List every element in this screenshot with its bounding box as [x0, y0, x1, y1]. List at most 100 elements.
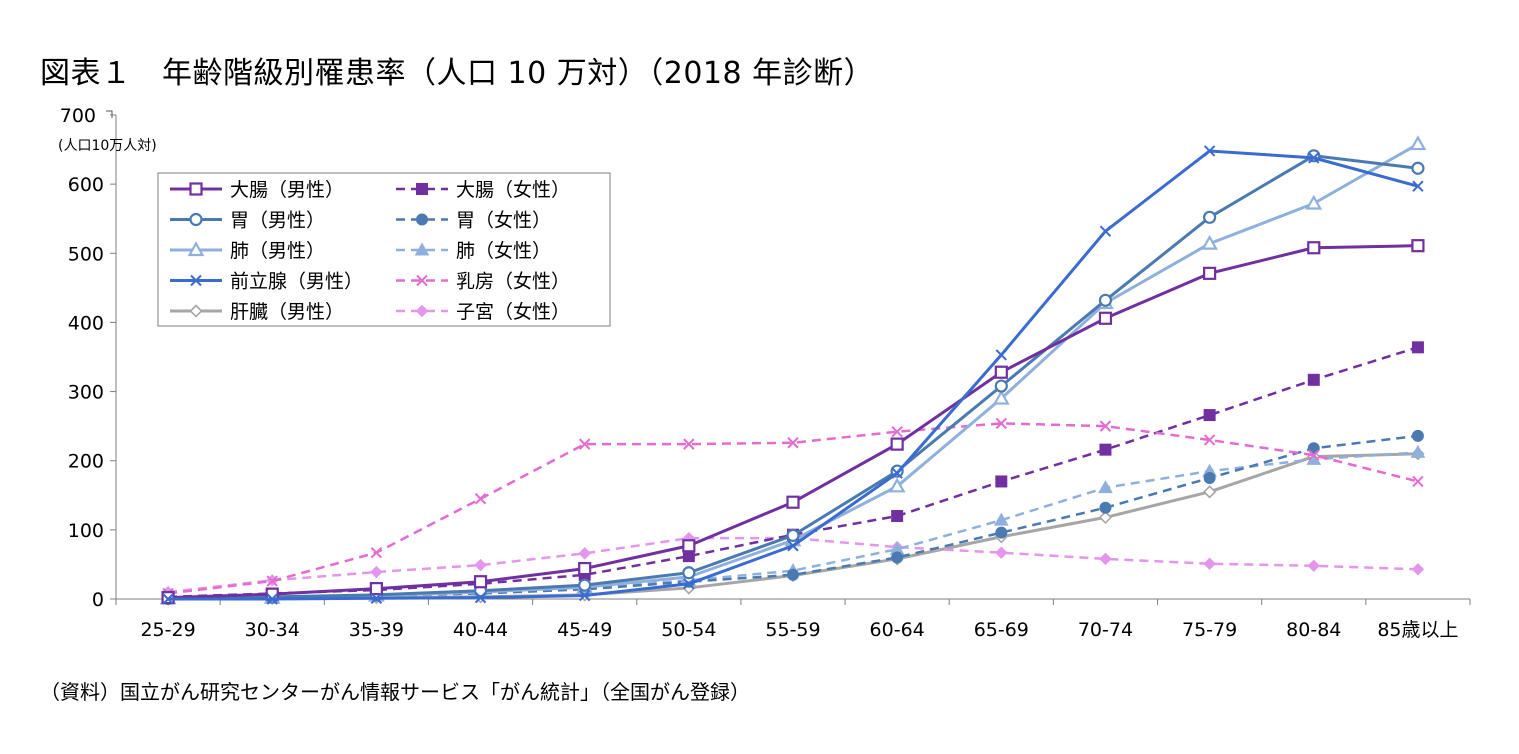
- data-point: [995, 417, 1008, 430]
- data-point: [578, 589, 591, 602]
- legend: 大腸（男性） 大腸（女性） 胃（男性） 胃（女性） 肺（男性） 肺（女性） 前立腺（男性） 乳…: [157, 172, 611, 327]
- x-tick-label: 75-79: [1182, 619, 1237, 641]
- chart-title: 図表１ 年齢階級別罹患率（人口 10 万対）（2018 年診断）: [40, 56, 875, 91]
- legend-label: 子宮（女性）: [456, 301, 570, 323]
- data-point: [1099, 225, 1112, 237]
- data-point: [682, 539, 696, 553]
- data-point: [1411, 239, 1425, 253]
- y-tick-label: 700: [60, 105, 96, 127]
- data-point: [1099, 420, 1112, 432]
- x-tick-label: 30-34: [245, 619, 300, 641]
- data-point: [266, 593, 278, 605]
- data-point: [1308, 152, 1320, 164]
- legend-label: 胃（女性）: [456, 210, 551, 232]
- data-point: [995, 349, 1008, 361]
- series-lines: [159, 135, 1427, 606]
- legend-label: 大腸（女性）: [456, 179, 570, 201]
- legend-label: 大腸（男性）: [230, 179, 344, 201]
- data-point: [1098, 293, 1113, 307]
- legend-label: 肺（男性）: [230, 240, 325, 262]
- legend-label: 胃（男性）: [230, 210, 325, 232]
- legend-swatch-marker: [415, 304, 429, 318]
- y-tick-label: 400: [68, 312, 104, 334]
- data-point: [1202, 485, 1217, 499]
- legend-entry: 前立腺（男性）: [170, 271, 363, 293]
- x-tick-label: 55-59: [765, 619, 820, 641]
- data-point: [1098, 480, 1113, 494]
- data-point: [1411, 341, 1424, 354]
- data-point: [266, 575, 278, 587]
- data-point: [1098, 311, 1113, 325]
- x-tick-label: 40-44: [453, 619, 508, 641]
- data-point: [786, 495, 800, 509]
- data-point: [682, 566, 696, 580]
- legend-entry: 大腸（男性）: [170, 179, 344, 201]
- legend-entry: 乳房（女性）: [396, 271, 570, 293]
- legend-swatch-marker: [189, 304, 203, 318]
- data-point: [162, 593, 174, 605]
- data-point: [1412, 475, 1424, 488]
- data-point: [994, 365, 1008, 379]
- legend-entry: 大腸（女性）: [396, 179, 570, 201]
- axis-corner-mark: [106, 110, 113, 118]
- series-line: [168, 346, 1419, 599]
- data-point: [1305, 194, 1323, 210]
- x-tick-label: 80-84: [1286, 619, 1341, 641]
- data-point: [683, 578, 695, 590]
- data-point: [995, 475, 1008, 488]
- legend-swatch-marker: [190, 274, 202, 287]
- legend-entry: 子宮（女性）: [396, 301, 570, 323]
- data-point: [369, 582, 383, 596]
- y-axis-unit-label: (人口10万人対): [58, 138, 157, 154]
- data-point: [474, 493, 487, 505]
- x-tick-label: 65-69: [974, 619, 1029, 641]
- data-point: [787, 437, 799, 449]
- series-7: [162, 417, 1424, 600]
- data-point: [995, 526, 1008, 539]
- data-point: [787, 540, 799, 552]
- data-point: [578, 438, 591, 450]
- data-point: [1203, 472, 1216, 484]
- data-point: [370, 546, 383, 559]
- x-tick-label: 70-74: [1078, 619, 1133, 641]
- series-3: [162, 429, 1424, 605]
- data-point: [370, 592, 383, 605]
- data-point: [891, 467, 903, 479]
- data-point: [888, 477, 906, 493]
- x-tick-label: 45-49: [557, 619, 612, 641]
- legend-box: [157, 172, 611, 327]
- series-0: [161, 239, 1425, 605]
- data-point: [891, 551, 904, 564]
- y-tick-label: 100: [68, 520, 104, 542]
- legend-swatch-marker: [189, 182, 203, 196]
- data-point: [1307, 373, 1320, 386]
- data-point: [890, 437, 904, 451]
- legend-swatch-marker: [189, 212, 203, 227]
- y-tick-label: 600: [68, 174, 104, 196]
- data-point: [993, 512, 1009, 526]
- data-point: [474, 591, 487, 604]
- legend-entry: 肺（男性）: [170, 240, 325, 262]
- legend-label: 肺（女性）: [456, 240, 551, 262]
- data-point: [1412, 180, 1424, 192]
- data-point: [994, 379, 1008, 393]
- data-point: [1098, 510, 1113, 525]
- data-point: [1203, 434, 1216, 446]
- legend-label: 肝臓（男性）: [230, 301, 344, 323]
- legend-swatch-marker: [416, 183, 428, 195]
- series-6: [162, 145, 1424, 605]
- data-point: [1203, 266, 1217, 280]
- data-point: [474, 558, 487, 572]
- data-point: [473, 575, 488, 589]
- y-tick-label: 500: [68, 243, 104, 265]
- y-tick-label: 0: [92, 589, 104, 611]
- source-note: （資料）国立がん研究センターがん情報サービス「がん統計」（全国がん登録）: [40, 680, 750, 704]
- legend-entry: 肺（女性）: [396, 240, 551, 262]
- data-point: [1411, 161, 1425, 175]
- data-point: [1409, 135, 1427, 151]
- data-point: [1099, 443, 1112, 456]
- x-tick-label: 35-39: [349, 619, 404, 641]
- data-point: [1411, 563, 1425, 576]
- data-point: [891, 510, 904, 523]
